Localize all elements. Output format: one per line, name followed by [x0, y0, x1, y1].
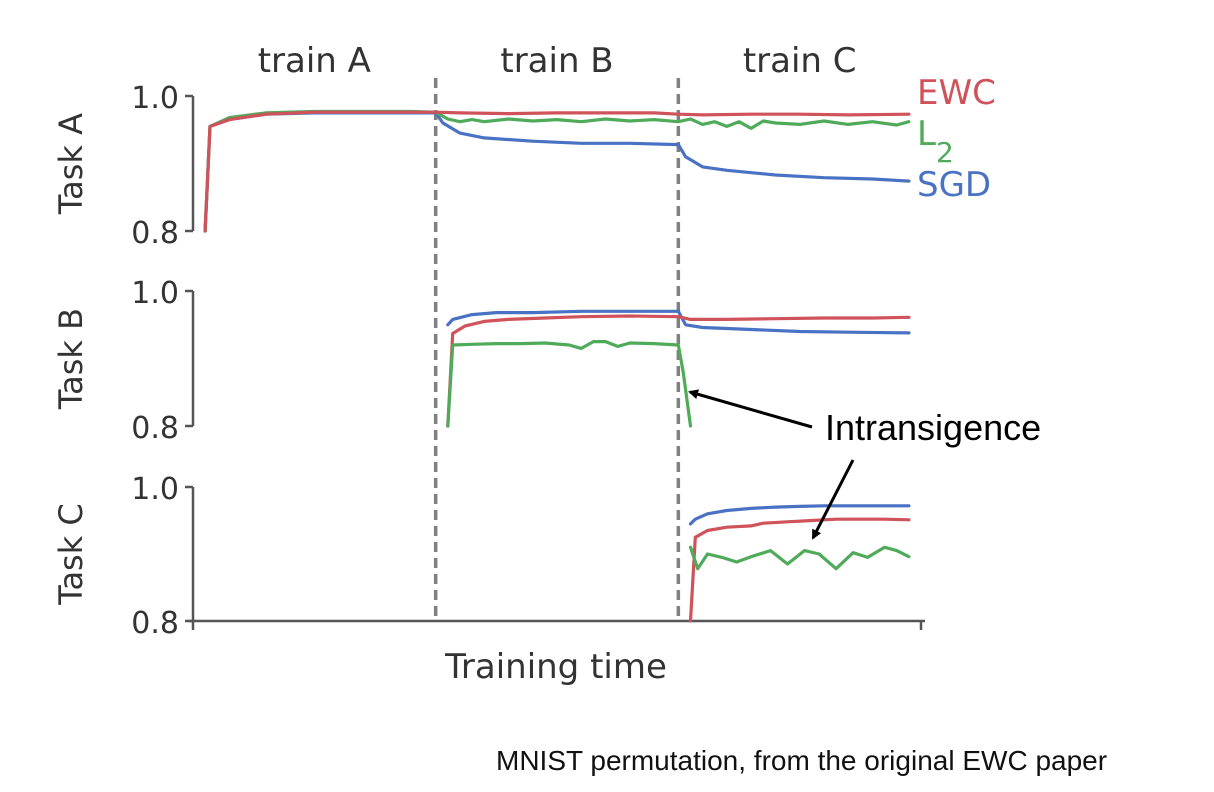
- series-lines: [203, 109, 911, 623]
- task-a-tick-label-top: 1.0: [131, 81, 179, 116]
- phase-label-2: train B: [500, 41, 613, 81]
- legend-sgd: SGD: [917, 165, 991, 205]
- annotation-arrow-task-b: [688, 389, 813, 429]
- task-b-series-l2: [446, 340, 693, 428]
- task-b-series-sgd: [446, 309, 911, 335]
- task-c-series-sgd: [688, 504, 911, 526]
- task-c-series-ewc: [688, 517, 911, 623]
- task-a-tick-label-bottom: 0.8: [131, 216, 179, 251]
- task-b-tick-label-bottom: 0.8: [131, 411, 179, 446]
- annotation: Intransigence: [688, 389, 1041, 540]
- annotation-arrow-task-c: [811, 459, 855, 540]
- axes: [185, 94, 925, 630]
- chart: train A train B train C 1.0 0.8 Task A 1.0 0.8 T…: [52, 41, 1041, 687]
- phase-dividers: [433, 78, 681, 621]
- task-a-ylabel: Task A: [52, 113, 90, 215]
- task-a-series-sgd: [203, 111, 911, 233]
- legend-ewc: EWC: [917, 73, 996, 113]
- task-c-series-l2: [688, 545, 911, 571]
- x-axis-label: Training time: [444, 647, 667, 687]
- task-c-tick-label-bottom: 0.8: [131, 606, 179, 641]
- task-b-ylabel: Task B: [52, 308, 90, 410]
- phase-label-1: train A: [258, 41, 371, 81]
- legend-l2: L2: [917, 114, 954, 169]
- task-a-series-ewc: [203, 110, 911, 233]
- phase-label-3: train C: [743, 41, 857, 81]
- task-b-series-ewc: [446, 314, 911, 428]
- task-c-ylabel: Task C: [52, 503, 90, 606]
- legend-l2-subscript: 2: [936, 136, 954, 169]
- task-c-tick-label-top: 1.0: [131, 472, 179, 507]
- task-a-series-l2: [203, 109, 911, 233]
- chart-labels: train A train B train C 1.0 0.8 Task A 1.0 0.8 T…: [52, 41, 996, 687]
- task-b-tick-label-top: 1.0: [131, 276, 179, 311]
- annotation-text: Intransigence: [825, 407, 1041, 448]
- caption: MNIST permutation, from the original EWC…: [496, 745, 1108, 776]
